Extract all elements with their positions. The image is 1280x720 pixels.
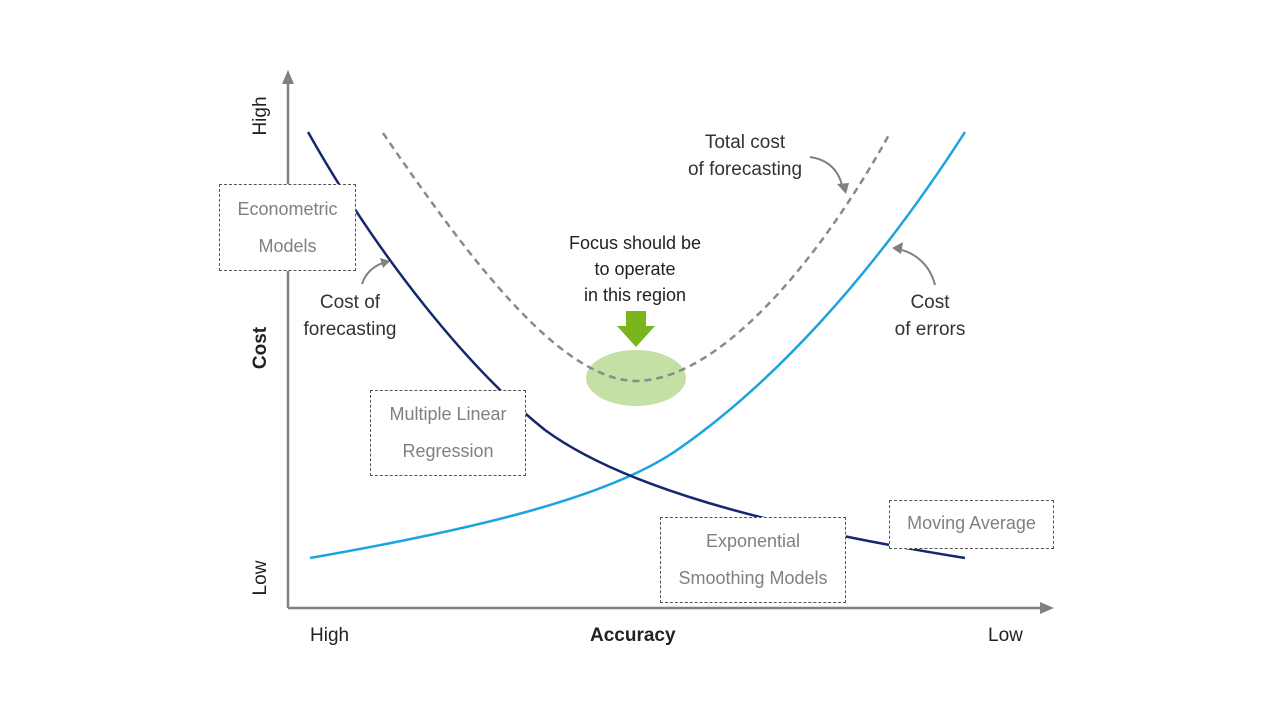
y-axis-low-label: Low	[250, 560, 271, 596]
multiple-linear-regression-box: Multiple Linear Regression	[370, 390, 526, 476]
cost-forecasting-arrowhead	[380, 258, 390, 268]
cost-errors-callout-arrow	[896, 248, 936, 286]
x-axis-arrowhead	[1040, 602, 1054, 614]
total-cost-curve	[381, 132, 892, 383]
cost-of-errors-label-line1: Cost	[910, 292, 950, 313]
total-cost-label-line2: of forecasting	[687, 159, 803, 180]
y-axis-arrowhead	[282, 70, 294, 84]
exponential-smoothing-line2: Smoothing Models	[678, 568, 828, 588]
total-cost-label: Total cost of forecasting	[660, 129, 830, 183]
total-cost-label-line1: Total cost	[704, 132, 786, 153]
cost-of-errors-label-line2: of errors	[894, 319, 966, 340]
econometric-models-line2: Models	[258, 236, 317, 256]
axes	[286, 80, 1045, 610]
exponential-smoothing-box: Exponential Smoothing Models	[660, 517, 846, 603]
total-cost-arrowhead	[837, 183, 849, 194]
focus-label-line3: in this region	[583, 285, 687, 305]
x-axis-high-label: High	[310, 625, 350, 646]
econometric-models-line1: Econometric	[237, 199, 338, 219]
moving-average-label: Moving Average	[907, 513, 1036, 533]
focus-label-line1: Focus should be	[568, 233, 702, 253]
focus-arrow-icon	[617, 311, 655, 347]
multiple-linear-regression-line1: Multiple Linear	[389, 404, 507, 424]
focus-label-line2: to operate	[594, 259, 676, 279]
exponential-smoothing-line1: Exponential	[705, 531, 801, 551]
multiple-linear-regression-line2: Regression	[402, 441, 494, 461]
cost-of-errors-curve	[309, 131, 967, 560]
cost-of-forecasting-label-line2: forecasting	[303, 319, 397, 340]
cost-errors-arrowhead	[892, 242, 903, 254]
x-axis-low-label: Low	[988, 625, 1023, 646]
cost-of-forecasting-label-line1: Cost of	[319, 292, 381, 313]
cost-of-forecasting-label: Cost of forecasting	[280, 289, 420, 343]
y-axis-title: Cost	[250, 326, 271, 370]
focus-region	[586, 350, 686, 406]
econometric-models-box: Econometric Models	[219, 184, 356, 271]
x-axis-title: Accuracy	[590, 625, 676, 646]
focus-label: Focus should be to operate in this regio…	[550, 230, 720, 308]
y-axis-high-label: High	[250, 96, 271, 136]
cost-of-errors-label: Cost of errors	[870, 289, 990, 343]
moving-average-box: Moving Average	[889, 500, 1054, 549]
